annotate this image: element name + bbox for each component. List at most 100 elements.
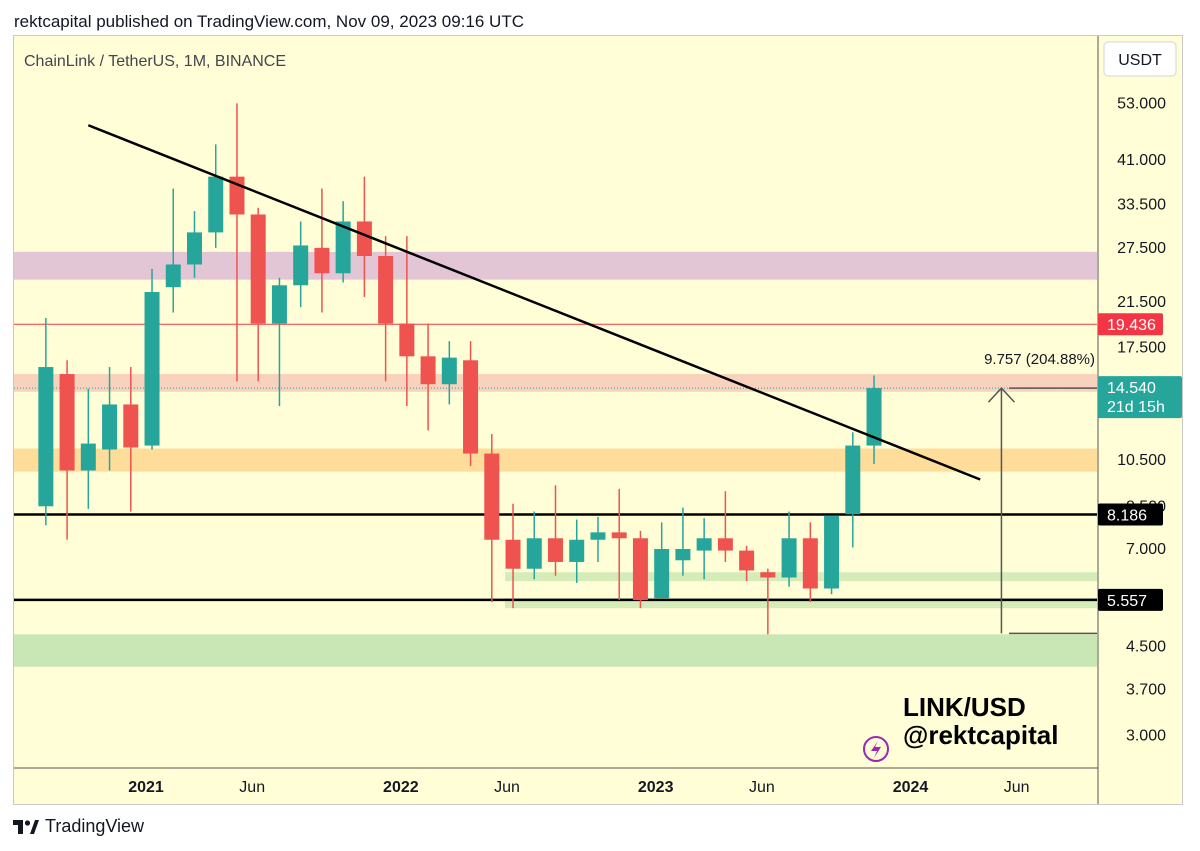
candle-body [739, 550, 755, 571]
candle-2021-09 [314, 188, 330, 313]
chart-frame [13, 35, 1183, 805]
candle-2023-11 [866, 375, 882, 464]
candle-2020-08 [38, 317, 54, 526]
candle-2022-08 [548, 485, 563, 576]
candle-body [781, 538, 797, 578]
publish-header: rektcapital published on TradingView.com… [14, 12, 524, 31]
candle-2023-02 [675, 507, 691, 576]
price-tick-label: 21.500 [1117, 294, 1166, 311]
candle-body [314, 247, 330, 274]
candle-2020-12 [123, 367, 139, 512]
measure-label: 9.757 (204.88%) [984, 351, 1095, 368]
candle-2022-04 [463, 341, 479, 467]
watermark-line1: LINK/USD [903, 692, 1026, 722]
candle-2021-02 [165, 188, 181, 313]
time-tick-label: 2021 [128, 779, 164, 796]
candle-body [717, 538, 733, 551]
price-tick-label: 7.000 [1126, 541, 1166, 558]
price-tick-label: 53.000 [1117, 95, 1166, 112]
candle-body [802, 538, 818, 589]
candle-2022-07 [526, 511, 542, 580]
candle-body [760, 572, 776, 578]
descending-trendline [87, 124, 981, 481]
lightning-icon [863, 736, 889, 762]
candle-body [187, 232, 202, 265]
support-zone-green-lower [505, 598, 1097, 609]
candle-2021-01 [144, 268, 160, 450]
price-label-bg [1098, 313, 1163, 336]
candle-body [420, 356, 436, 385]
countdown-label: 21d 15h [1107, 399, 1165, 416]
candle-body [356, 221, 372, 256]
candle-body [675, 549, 691, 561]
time-tick-label: Jun [1004, 779, 1030, 796]
candle-body [144, 292, 160, 446]
last-price-label-bg [1098, 376, 1182, 419]
candle-body [569, 539, 585, 562]
candle-2021-03 [187, 211, 202, 278]
candle-body [505, 539, 521, 569]
candle-2023-06 [760, 568, 776, 635]
tradingview-logo-icon [13, 819, 39, 834]
candle-2021-12 [378, 236, 394, 382]
candle-body [526, 538, 542, 569]
candle-2020-09 [59, 360, 75, 540]
time-tick-label: Jun [494, 779, 520, 796]
chart-title: ChainLink / TetherUS, 1M, BINANCE [24, 53, 286, 70]
price-tick-label: 33.500 [1117, 196, 1166, 213]
candle-2022-05 [484, 434, 500, 603]
candle-body [845, 445, 861, 515]
support-zone-orange [14, 448, 1097, 472]
price-tick-label: 3.700 [1126, 681, 1166, 698]
time-tick-label: Jun [239, 779, 265, 796]
candle-2022-06 [505, 503, 521, 609]
candle-body [80, 443, 96, 471]
candle-2022-10 [590, 516, 606, 562]
price-label-19.436: 19.436 [1107, 317, 1156, 334]
support-zone-green-big [14, 634, 1097, 667]
candle-2023-04 [717, 491, 733, 562]
candle-body [866, 388, 882, 446]
candle-body [250, 214, 266, 324]
candle-2023-09 [824, 515, 840, 595]
candle-2022-03 [441, 341, 457, 405]
candle-2023-08 [802, 522, 818, 603]
candle-body [611, 532, 627, 539]
candle-body [378, 255, 394, 324]
candle-body [484, 453, 500, 540]
candle-2020-11 [102, 367, 118, 471]
price-label-bg [1098, 503, 1163, 526]
candle-body [824, 515, 840, 589]
candle-body [399, 323, 415, 357]
candle-body [38, 367, 54, 507]
candle-2021-05 [229, 103, 245, 382]
price-tick-label: 3.000 [1126, 728, 1166, 745]
candle-body [441, 357, 457, 385]
candle-2021-06 [250, 207, 266, 382]
candle-2022-12 [632, 530, 648, 609]
candle-2023-03 [696, 518, 712, 580]
candle-body [463, 360, 479, 454]
candle-body [271, 285, 287, 324]
price-tick-label: 27.500 [1117, 240, 1166, 257]
footer: TradingView [13, 816, 144, 837]
candle-2021-10 [335, 201, 351, 283]
measure-arrowhead [987, 387, 1015, 403]
candle-2023-07 [781, 511, 797, 587]
price-tick-label: 17.500 [1117, 339, 1166, 356]
candle-2022-11 [611, 488, 627, 601]
candle-body [590, 532, 606, 540]
candle-body [208, 176, 224, 233]
currency-button[interactable] [1103, 41, 1177, 77]
price-label-bg [1098, 588, 1163, 611]
currency-button-label[interactable]: USDT [1118, 52, 1162, 69]
last-price-label: 14.540 [1107, 380, 1156, 397]
candle-2021-11 [356, 176, 372, 297]
footer-brand: TradingView [45, 816, 145, 836]
candle-body [696, 538, 712, 551]
candle-body [632, 538, 648, 601]
candle-body [654, 549, 670, 599]
candle-2023-05 [739, 545, 755, 582]
time-tick-label: 2023 [638, 779, 674, 796]
